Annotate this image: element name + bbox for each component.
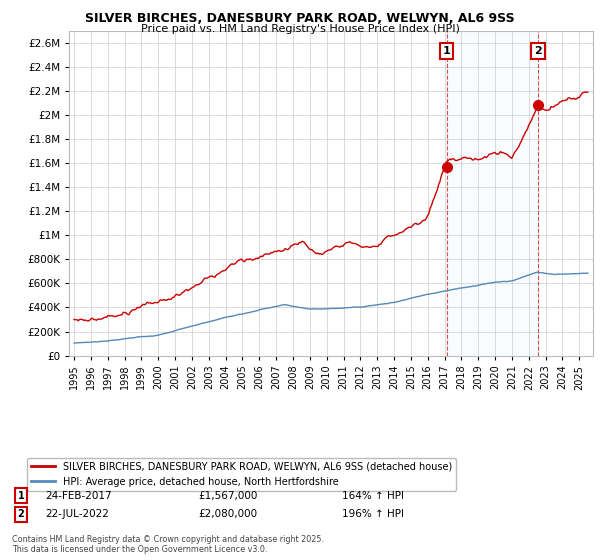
Text: 1: 1: [17, 491, 25, 501]
Text: 196% ↑ HPI: 196% ↑ HPI: [342, 509, 404, 519]
Text: 24-FEB-2017: 24-FEB-2017: [45, 491, 112, 501]
Bar: [447, 31, 538, 356]
Text: 164% ↑ HPI: 164% ↑ HPI: [342, 491, 404, 501]
Text: SILVER BIRCHES, DANESBURY PARK ROAD, WELWYN, AL6 9SS: SILVER BIRCHES, DANESBURY PARK ROAD, WEL…: [85, 12, 515, 25]
Text: Price paid vs. HM Land Registry's House Price Index (HPI): Price paid vs. HM Land Registry's House …: [140, 24, 460, 34]
Text: Contains HM Land Registry data © Crown copyright and database right 2025.
This d: Contains HM Land Registry data © Crown c…: [12, 535, 324, 554]
Text: 2: 2: [534, 46, 542, 56]
Text: £1,567,000: £1,567,000: [198, 491, 257, 501]
Text: 22-JUL-2022: 22-JUL-2022: [45, 509, 109, 519]
Text: 2: 2: [17, 509, 25, 519]
Text: 1: 1: [443, 46, 451, 56]
Text: £2,080,000: £2,080,000: [198, 509, 257, 519]
Legend: SILVER BIRCHES, DANESBURY PARK ROAD, WELWYN, AL6 9SS (detached house), HPI: Aver: SILVER BIRCHES, DANESBURY PARK ROAD, WEL…: [27, 458, 456, 491]
